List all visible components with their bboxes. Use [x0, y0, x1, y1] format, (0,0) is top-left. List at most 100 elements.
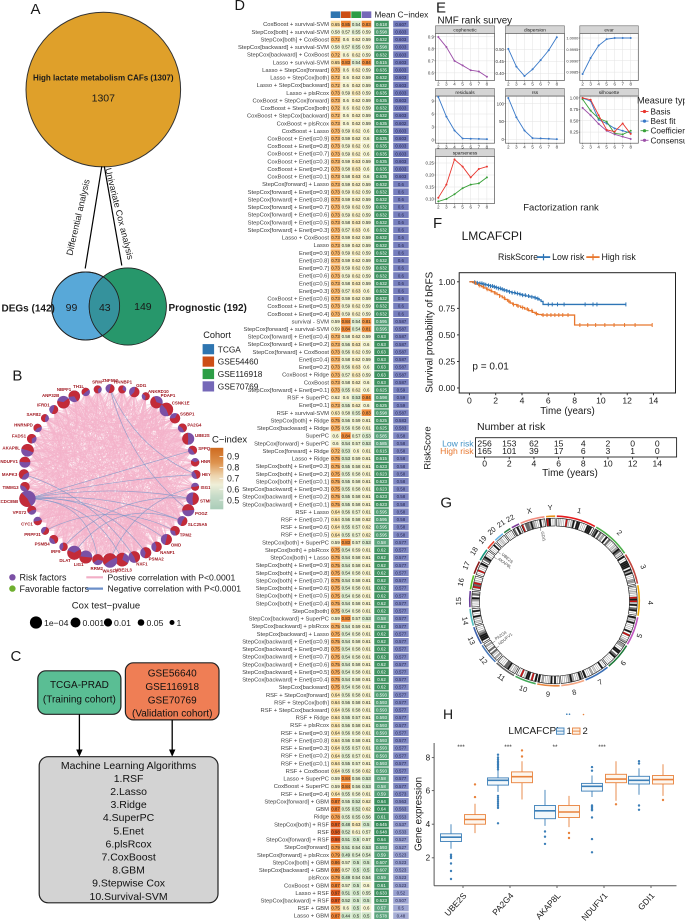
- svg-text:0.57: 0.57: [342, 883, 351, 888]
- svg-text:0.58: 0.58: [377, 616, 386, 621]
- svg-text:StepCox[forward] + SuperPC: StepCox[forward] + SuperPC: [254, 441, 329, 447]
- svg-text:0.59: 0.59: [362, 159, 371, 164]
- svg-text:0.55: 0.55: [342, 715, 351, 720]
- svg-text:0.577: 0.577: [395, 570, 407, 575]
- svg-text:0.59: 0.59: [352, 548, 361, 553]
- svg-text:Enet[α=0.9]: Enet[α=0.9]: [299, 251, 329, 257]
- svg-text:3.Ridge: 3.Ridge: [110, 799, 146, 811]
- svg-text:LIG1: LIG1: [74, 562, 84, 567]
- svg-text:CoxBoost + Enet[α=0.1]: CoxBoost + Enet[α=0.1]: [267, 175, 329, 181]
- svg-text:0.633: 0.633: [376, 890, 388, 895]
- svg-text:0.577: 0.577: [395, 784, 407, 789]
- svg-text:6: 6: [613, 144, 616, 149]
- svg-text:0.62: 0.62: [352, 357, 361, 362]
- svg-text:0.577: 0.577: [395, 601, 407, 606]
- svg-text:RSF: RSF: [317, 830, 329, 836]
- svg-text:0.595: 0.595: [376, 319, 388, 324]
- svg-text:165: 165: [477, 446, 492, 456]
- svg-text:0.61: 0.61: [362, 761, 371, 766]
- svg-text:0.632: 0.632: [376, 106, 388, 111]
- svg-text:0.59: 0.59: [377, 791, 386, 796]
- svg-text:2: 2: [507, 144, 510, 149]
- svg-text:StepCox[forward] + Enet[α=0.4]: StepCox[forward] + Enet[α=0.4]: [248, 335, 330, 341]
- svg-text:0.72: 0.72: [331, 113, 340, 118]
- svg-text:0.59: 0.59: [362, 258, 371, 263]
- svg-text:0.595: 0.595: [376, 509, 388, 514]
- svg-text:0.58: 0.58: [352, 601, 361, 606]
- svg-text:0.61: 0.61: [362, 715, 371, 720]
- svg-text:Basis: Basis: [651, 108, 671, 117]
- svg-text:Enet[α=0.7]: Enet[α=0.7]: [299, 266, 329, 272]
- svg-text:0.54: 0.54: [362, 875, 371, 880]
- svg-text:0.603: 0.603: [395, 174, 407, 179]
- svg-text:0.527: 0.527: [395, 837, 407, 842]
- svg-text:0.587: 0.587: [395, 380, 407, 385]
- svg-text:GSE56640: GSE56640: [148, 669, 197, 680]
- svg-text:StepCox[both] + Enet[α=0.3]: StepCox[both] + Enet[α=0.3]: [256, 464, 330, 470]
- svg-text:0.62: 0.62: [362, 799, 371, 804]
- svg-text:0.632: 0.632: [376, 235, 388, 240]
- svg-text:0.59: 0.59: [362, 349, 371, 354]
- svg-text:0.59: 0.59: [342, 182, 351, 187]
- svg-text:0.59: 0.59: [362, 113, 371, 118]
- svg-text:0.593: 0.593: [376, 769, 388, 774]
- svg-text:0.62: 0.62: [352, 37, 361, 42]
- svg-text:0.53: 0.53: [362, 845, 371, 850]
- svg-text:0.59: 0.59: [362, 68, 371, 73]
- svg-text:High lactate metabolism CAFs (: High lactate metabolism CAFs (1307): [33, 74, 174, 83]
- svg-text:0.73: 0.73: [331, 388, 340, 393]
- svg-text:7: 7: [596, 677, 604, 687]
- svg-text:0.62: 0.62: [352, 189, 361, 194]
- svg-text:0.59: 0.59: [362, 372, 371, 377]
- svg-text:0.587: 0.587: [395, 410, 407, 415]
- svg-text:0.57: 0.57: [342, 868, 351, 873]
- svg-text:NANF1: NANF1: [160, 550, 175, 555]
- svg-text:0.62: 0.62: [352, 349, 361, 354]
- svg-text:Machine Learning Algorithms: Machine Learning Algorithms: [61, 760, 196, 772]
- svg-text:0.62: 0.62: [362, 517, 371, 522]
- svg-text:5: 5: [605, 82, 608, 87]
- svg-text:0.56: 0.56: [362, 814, 371, 819]
- svg-text:StepCox[forward]: StepCox[forward]: [284, 845, 329, 851]
- svg-text:RSF + StepCox[backward]: RSF + StepCox[backward]: [261, 708, 330, 714]
- svg-text:0.57: 0.57: [362, 830, 371, 835]
- svg-text:0.59: 0.59: [342, 243, 351, 248]
- svg-text:0.593: 0.593: [376, 692, 388, 697]
- svg-text:0.64: 0.64: [331, 769, 340, 774]
- svg-text:0.6: 0.6: [398, 243, 405, 248]
- svg-text:0.87: 0.87: [331, 883, 340, 888]
- svg-text:0.59: 0.59: [331, 319, 340, 324]
- svg-text:0.58: 0.58: [377, 776, 386, 781]
- svg-text:0.577: 0.577: [395, 654, 407, 659]
- svg-text:0.59: 0.59: [342, 159, 351, 164]
- svg-text:sparseness: sparseness: [453, 150, 478, 156]
- svg-text:StepCox[both]: StepCox[both]: [292, 609, 329, 615]
- svg-text:0.563: 0.563: [395, 807, 407, 812]
- svg-text:0.61: 0.61: [362, 494, 371, 499]
- svg-text:0.55: 0.55: [352, 29, 361, 34]
- svg-text:0.5: 0.5: [353, 898, 360, 903]
- svg-text:0.61: 0.61: [362, 631, 371, 636]
- svg-text:0.73: 0.73: [331, 212, 340, 217]
- svg-text:0.56: 0.56: [342, 342, 351, 347]
- svg-text:0.61: 0.61: [362, 791, 371, 796]
- svg-text:0.577: 0.577: [395, 776, 407, 781]
- svg-text:0.635: 0.635: [376, 174, 388, 179]
- svg-text:0.01: 0.01: [114, 618, 131, 628]
- svg-text:0.6: 0.6: [363, 136, 370, 141]
- svg-text:Coefficients: Coefficients: [651, 127, 685, 136]
- svg-text:21: 21: [495, 518, 507, 530]
- svg-text:0.54: 0.54: [342, 578, 351, 583]
- svg-text:0.52: 0.52: [352, 799, 361, 804]
- svg-text:TPM2: TPM2: [180, 532, 192, 537]
- svg-text:0.62: 0.62: [377, 654, 386, 659]
- svg-text:8: 8: [556, 144, 559, 149]
- svg-text:0.6: 0.6: [398, 197, 405, 202]
- svg-text:0.55: 0.55: [352, 814, 361, 819]
- svg-text:7: 7: [478, 205, 481, 210]
- svg-text:0.73: 0.73: [331, 281, 340, 286]
- svg-text:Low risk: Low risk: [552, 252, 585, 262]
- svg-text:0.48: 0.48: [397, 913, 406, 918]
- svg-text:9: 9: [546, 690, 551, 699]
- svg-text:0.632: 0.632: [376, 296, 388, 301]
